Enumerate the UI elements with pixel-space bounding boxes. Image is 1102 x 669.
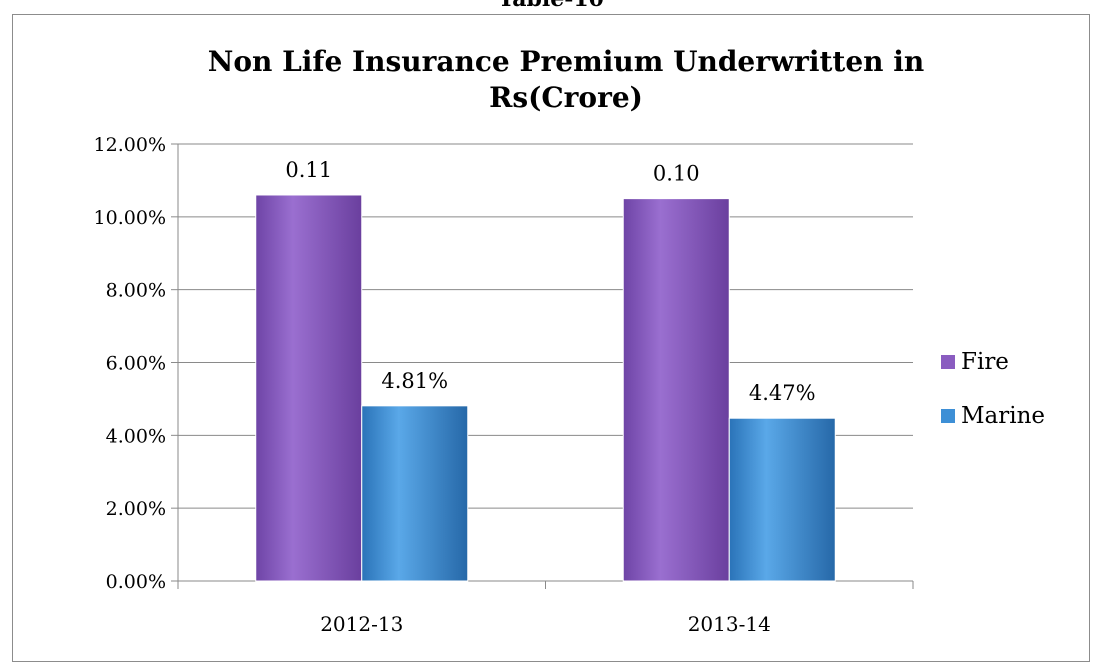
legend-label-marine: Marine bbox=[961, 403, 1045, 429]
bar-marine bbox=[728, 417, 836, 582]
y-tick-label: 8.00% bbox=[106, 280, 166, 302]
page-title: Table-10 bbox=[0, 0, 1102, 12]
data-label-marine: 4.81% bbox=[381, 369, 448, 393]
y-tick-label: 0.00% bbox=[106, 571, 166, 593]
chart-title-line-2: Rs(Crore) bbox=[489, 81, 643, 114]
chart-title-line-1: Non Life Insurance Premium Underwritten … bbox=[208, 45, 925, 78]
bar-chart: Non Life Insurance Premium Underwritten … bbox=[94, 45, 1046, 636]
bar-fire bbox=[255, 194, 363, 582]
axes: 0.00% 2.00% 4.00% 6.00% 8.00% 10.00% 12.00% 201… bbox=[94, 134, 914, 636]
chart-frame: Non Life Insurance Premium Underwritten … bbox=[12, 14, 1090, 662]
legend-swatch-fire bbox=[941, 355, 955, 369]
data-label-fire: 0.10 bbox=[653, 162, 700, 186]
legend: Fire Marine bbox=[941, 349, 1045, 429]
bar-marine bbox=[361, 405, 469, 582]
bar-fire bbox=[622, 198, 730, 582]
x-category-label: 2013-14 bbox=[688, 612, 771, 636]
y-tick-label: 4.00% bbox=[106, 425, 166, 447]
y-tick-label: 12.00% bbox=[94, 134, 166, 156]
legend-swatch-marine bbox=[941, 409, 955, 423]
data-labels: 0.11 4.81% 0.10 4.47% bbox=[285, 158, 815, 405]
y-tick-label: 2.00% bbox=[106, 498, 166, 520]
bars bbox=[255, 194, 836, 582]
legend-label-fire: Fire bbox=[961, 349, 1009, 375]
y-tick-label: 6.00% bbox=[106, 353, 166, 375]
data-label-fire: 0.11 bbox=[285, 158, 332, 182]
data-label-marine: 4.47% bbox=[749, 381, 816, 405]
x-category-label: 2012-13 bbox=[320, 612, 403, 636]
y-tick-label: 10.00% bbox=[94, 207, 166, 229]
